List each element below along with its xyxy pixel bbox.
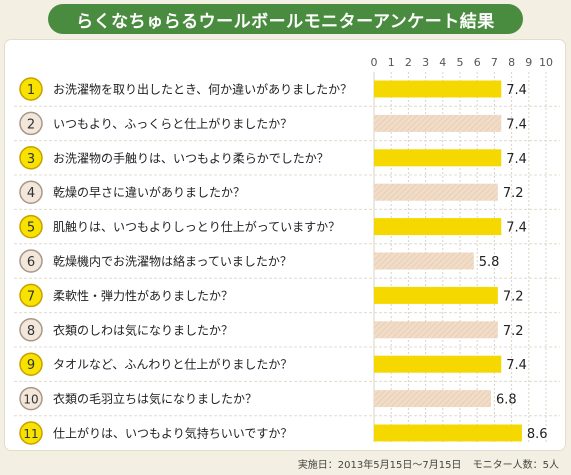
- value-bar: [374, 80, 502, 98]
- question-number: 2: [27, 117, 35, 132]
- question-text: 仕上がりは、いつもより気持ちいいですか？: [53, 426, 292, 441]
- question-text: 衣類の毛羽立ちは気になりましたか？: [53, 391, 257, 406]
- x-tick-label: 3: [422, 56, 429, 69]
- x-tick-label: 10: [539, 56, 553, 69]
- survey-period: 実施日：2013年5月15日〜7月15日: [297, 460, 462, 471]
- question-text: タオルなど、ふんわりと仕上がりましたか？: [53, 357, 292, 372]
- number-badge: [19, 386, 43, 411]
- value-label: 7.4: [506, 152, 527, 167]
- question-row: 8 衣類のしわは気になりましたか？ 7.2: [14, 318, 560, 348]
- question-number: 9: [27, 358, 35, 373]
- question-number: 7: [27, 289, 35, 304]
- x-tick-label: 7: [491, 56, 498, 69]
- x-tick-label: 4: [439, 56, 446, 69]
- value-bar: [374, 149, 502, 167]
- question-number: 3: [27, 152, 35, 167]
- question-text: 乾燥の早さに違いがありましたか？: [53, 185, 245, 200]
- x-tick-label: 2: [405, 56, 412, 69]
- question-text: お洗濯物を取り出したとき、何か違いがありましたか？: [53, 82, 352, 97]
- question-number: 6: [27, 255, 35, 270]
- value-bar: [374, 355, 502, 373]
- value-label: 7.4: [506, 83, 527, 98]
- question-text: 乾燥機内でお洗濯物は絡まっていましたか？: [53, 254, 292, 269]
- number-badge: [19, 352, 43, 376]
- question-row: 7 柔軟性・弾力性がありましたか？ 7.2: [14, 283, 560, 314]
- number-badge: [19, 146, 43, 170]
- question-row: 9 タオルなど、ふんわりと仕上がりましたか？ 7.4: [14, 352, 560, 382]
- question-row: 4 乾燥の早さに違いがありましたか？ 7.2: [14, 180, 560, 210]
- question-text: 柔軟性・弾力性がありましたか？: [53, 288, 233, 303]
- value-bar: [374, 252, 474, 270]
- value-label: 8.6: [527, 427, 548, 442]
- survey-footnote: 実施日：2013年5月15日〜7月15日 モニター人数：5人: [290, 456, 559, 471]
- number-badge: [19, 318, 43, 342]
- number-badge: [19, 421, 43, 445]
- page-title: らくなちゅらるウールボールモニターアンケート結果: [48, 4, 523, 34]
- value-label: 7.2: [503, 289, 524, 304]
- value-label: 7.4: [506, 358, 527, 373]
- chart-rows: 1 お洗濯物を取り出したとき、何か違いがありましたか？ 7.4 2 いつもより、ふっくら…: [14, 77, 560, 445]
- question-number: 8: [27, 324, 35, 339]
- question-number: 11: [23, 427, 38, 441]
- question-number: 10: [23, 393, 38, 407]
- value-bar: [374, 114, 502, 132]
- value-label: 7.2: [503, 324, 524, 339]
- number-badge: [19, 249, 43, 273]
- question-row: 5 肌触りは、いつもよりしっとり仕上がっていますか？ 7.4: [14, 214, 560, 245]
- question-text: いつもより、ふっくらと仕上がりましたか？: [53, 116, 292, 131]
- question-row: 1 お洗濯物を取り出したとき、何か違いがありましたか？ 7.4: [14, 77, 560, 107]
- number-badge: [19, 180, 43, 204]
- value-label: 6.8: [496, 393, 517, 408]
- value-bar: [374, 218, 502, 236]
- value-label: 7.2: [503, 186, 524, 201]
- number-badge: [19, 214, 43, 239]
- value-bar: [374, 321, 498, 339]
- x-tick-label: 0: [371, 56, 378, 69]
- question-number: 4: [27, 186, 35, 201]
- question-row: 10 衣類の毛羽立ちは気になりましたか？ 6.8: [14, 386, 560, 417]
- x-tick-label: 8: [508, 56, 515, 69]
- x-tick-label: 1: [388, 56, 395, 69]
- question-number: 1: [27, 83, 35, 98]
- question-row: 6 乾燥機内でお洗濯物は絡まっていましたか？ 5.8: [14, 249, 560, 279]
- x-tick-label: 9: [525, 56, 532, 69]
- question-row: 11 仕上がりは、いつもより気持ちいいですか？ 8.6: [19, 421, 548, 445]
- value-bar: [374, 390, 491, 408]
- question-number: 5: [27, 221, 35, 236]
- value-bar: [374, 286, 498, 304]
- x-tick-labels: 0 1 2 3 4 5 6 7 8 9 10: [371, 56, 554, 69]
- question-text: 肌触りは、いつもよりしっとり仕上がっていますか？: [53, 219, 340, 234]
- value-label: 7.4: [506, 117, 527, 132]
- x-tick-label: 5: [457, 56, 464, 69]
- question-text: 衣類のしわは気になりましたか？: [53, 322, 233, 337]
- x-tick-label: 6: [474, 56, 481, 69]
- monitor-count: モニター人数：5人: [472, 460, 559, 471]
- number-badge: [19, 77, 43, 101]
- value-label: 7.4: [506, 221, 527, 236]
- value-label: 5.8: [479, 255, 500, 270]
- question-row: 2 いつもより、ふっくらと仕上がりましたか？ 7.4: [14, 111, 560, 142]
- question-text: お洗濯物の手触りは、いつもより柔らかでしたか？: [53, 151, 329, 165]
- number-badge: [19, 283, 43, 308]
- question-row: 3 お洗濯物の手触りは、いつもより柔らかでしたか？ 7.4: [14, 146, 560, 176]
- value-bar: [374, 183, 498, 201]
- value-bar: [374, 424, 522, 442]
- number-badge: [19, 111, 43, 136]
